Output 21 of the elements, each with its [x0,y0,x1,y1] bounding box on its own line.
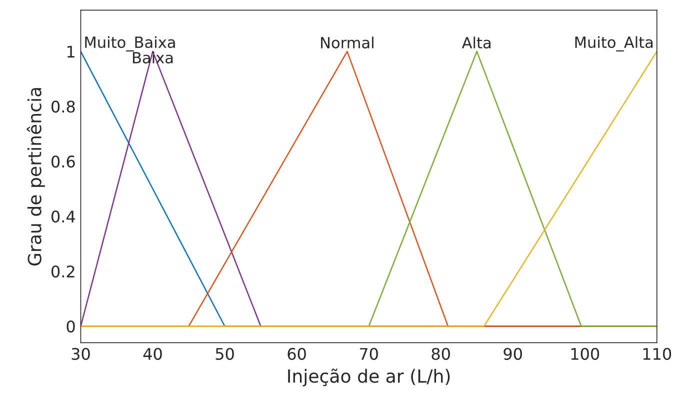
y-tick-label: 0 [66,320,75,333]
x-tick-label: 50 [216,348,234,360]
series-label: Muito_Alta [575,36,653,52]
y-tick-label: 0.4 [52,210,75,223]
y-tick-label: 1 [67,46,74,58]
x-tick-label: 70 [360,348,378,360]
series-label: Muito_Baixa [85,36,175,52]
series-label: Normal [321,36,374,48]
y-tick-label: 0.2 [52,265,74,278]
x-axis-title: Injeção de ar (L/h) [288,368,450,386]
y-axis-title: Grau de pertinência [26,88,45,266]
x-tick-label: 90 [504,348,522,360]
y-tick-label: 0.6 [52,156,75,168]
y-tick-label: 0.8 [52,100,75,113]
series-label: Alta [462,36,490,48]
x-tick-label: 80 [432,348,450,360]
x-tick-label: 60 [288,348,306,360]
x-tick-label: 40 [143,348,162,360]
x-tick-label: 30 [72,348,90,360]
x-tick-label: 110 [643,348,672,360]
x-tick-label: 100 [571,348,600,360]
